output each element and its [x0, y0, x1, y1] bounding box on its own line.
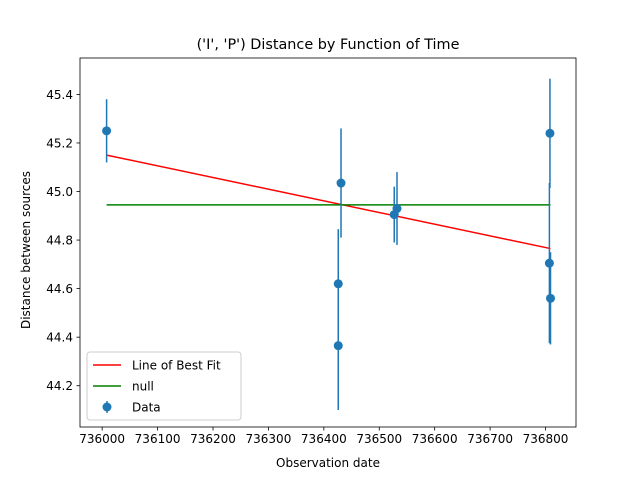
x-tick-label: 736200	[190, 432, 236, 446]
y-tick-label: 44.4	[46, 331, 73, 345]
axes-frame	[79, 57, 577, 428]
data-point	[545, 128, 555, 138]
x-axis-label: Observation date	[276, 456, 380, 470]
y-tick-label: 45.0	[46, 185, 73, 199]
x-tick-label: 736000	[79, 432, 125, 446]
data-point	[333, 341, 343, 351]
legend-swatch-marker	[102, 402, 112, 412]
data-point	[544, 258, 554, 268]
legend-entry-label: Line of Best Fit	[132, 359, 221, 373]
data-point	[102, 126, 112, 136]
y-axis-ticks: 44.2 44.4 44.6 44.8 45.0 45.2 45.4	[46, 88, 80, 393]
x-tick-label: 736400	[301, 432, 347, 446]
legend-entry-label: null	[132, 380, 154, 394]
legend-box	[86, 351, 242, 421]
chart-title: ('I', 'P') Distance by Function of Time	[197, 37, 460, 53]
y-tick-label: 44.8	[46, 234, 73, 248]
plot-area	[79, 57, 577, 428]
y-axis-label: Distance between sources	[19, 171, 33, 329]
data-point	[336, 178, 346, 188]
y-tick-label: 44.6	[46, 282, 73, 296]
data-point	[333, 279, 343, 289]
data-point	[392, 204, 402, 214]
legend-entry-label: Data	[132, 401, 161, 415]
y-tick-label: 45.4	[46, 88, 73, 102]
x-tick-label: 736500	[356, 432, 402, 446]
y-tick-label: 44.2	[46, 379, 73, 393]
x-tick-label: 736600	[412, 432, 458, 446]
series-line-line-of-best-fit	[106, 154, 551, 250]
x-tick-label: 736700	[467, 432, 513, 446]
x-tick-label: 736800	[523, 432, 569, 446]
y-tick-label: 45.2	[46, 136, 73, 150]
x-axis-ticks: 736000 736100 736200 736300 736400 736500 7366…	[79, 427, 568, 446]
x-tick-label: 736300	[246, 432, 292, 446]
data-point	[546, 293, 556, 303]
x-tick-label: 736100	[135, 432, 181, 446]
legend: Line of Best Fit null Data	[86, 351, 242, 421]
